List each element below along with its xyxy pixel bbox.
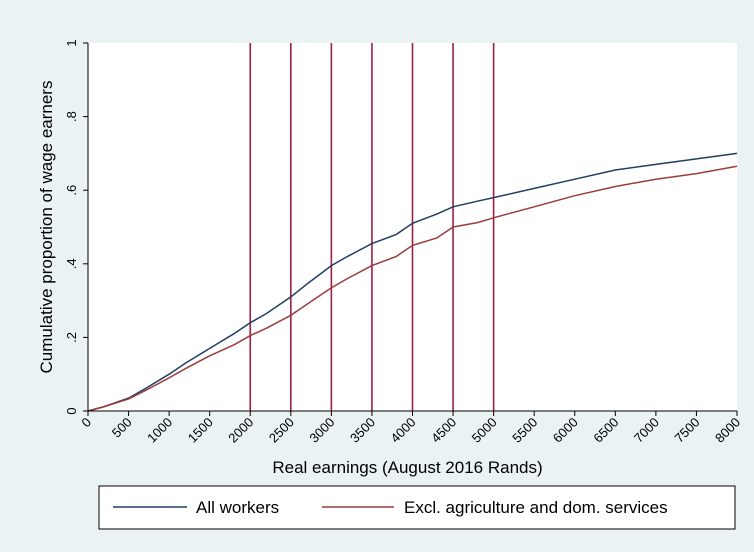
y-tick-label: .8 xyxy=(64,111,79,122)
x-tick-label: 7000 xyxy=(631,415,662,446)
y-tick-label: .2 xyxy=(64,332,79,343)
legend-box xyxy=(98,485,736,530)
series-layer xyxy=(87,152,738,412)
legend-label-all-workers: All workers xyxy=(196,498,279,517)
y-tick-label: .4 xyxy=(64,258,79,269)
x-tick-label: 5000 xyxy=(469,415,500,446)
y-tick-label: 1 xyxy=(64,39,79,46)
y-axis-title: Cumulative proportion of wage earners xyxy=(37,81,56,374)
x-tick-label: 6500 xyxy=(590,415,621,446)
series-line-all-workers xyxy=(87,152,738,412)
y-tick-label: 0 xyxy=(64,407,79,414)
x-tick-label: 4500 xyxy=(428,415,459,446)
x-tick-label: 4000 xyxy=(388,415,419,446)
x-tick-label: 7500 xyxy=(672,415,703,446)
x-tick-label: 0 xyxy=(78,415,94,431)
x-axis-title: Real earnings (August 2016 Rands) xyxy=(272,458,542,477)
legend: All workers Excl. agriculture and dom. s… xyxy=(98,485,736,530)
legend-label-excl-agriculture: Excl. agriculture and dom. services xyxy=(404,498,668,517)
x-tick-label: 1000 xyxy=(144,415,175,446)
x-tick-label: 5500 xyxy=(509,415,540,446)
x-tick-label: 2500 xyxy=(266,415,297,446)
series-line-excl-agriculture xyxy=(87,165,738,412)
x-tick-label: 3500 xyxy=(347,415,378,446)
y-tick-label: .6 xyxy=(64,185,79,196)
x-tick-label: 500 xyxy=(109,415,135,441)
x-tick-label: 6000 xyxy=(550,415,581,446)
x-tick-label: 1500 xyxy=(185,415,216,446)
x-tick-label: 8000 xyxy=(712,415,743,446)
x-tick-label: 2000 xyxy=(225,415,256,446)
x-tick-label: 3000 xyxy=(306,415,337,446)
